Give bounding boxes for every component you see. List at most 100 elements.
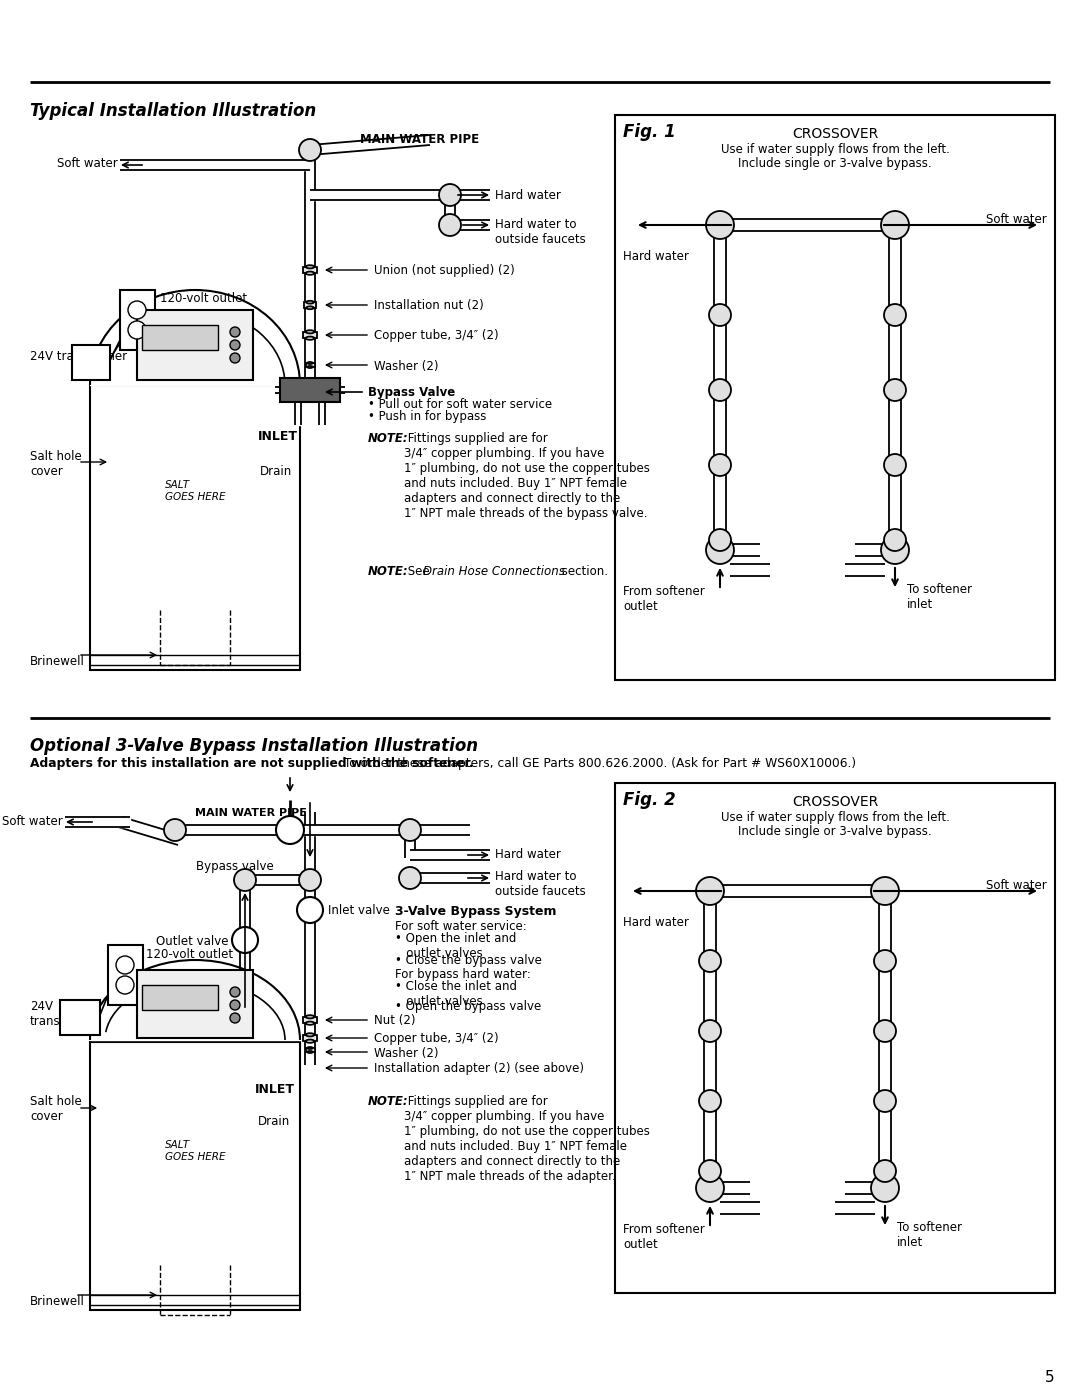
Circle shape [276, 816, 303, 844]
Circle shape [881, 536, 909, 564]
Bar [302, 332, 318, 338]
Text: Copper tube, 3/4″ (2): Copper tube, 3/4″ (2) [374, 1032, 499, 1045]
Ellipse shape [308, 362, 313, 365]
Circle shape [438, 184, 461, 205]
Bar [615, 115, 1055, 680]
Text: • Close the bypass valve: • Close the bypass valve [395, 954, 542, 967]
Circle shape [885, 305, 906, 326]
Bar [60, 1000, 100, 1035]
Text: Brinewell: Brinewell [30, 655, 85, 668]
Text: To softener
inlet: To softener inlet [907, 583, 972, 610]
Text: Soft water: Soft water [986, 879, 1047, 893]
Circle shape [232, 928, 258, 953]
Text: To order these adapters, call GE Parts 800.626.2000. (Ask for Part # WS60X10006.: To order these adapters, call GE Parts 8… [340, 757, 856, 770]
Ellipse shape [308, 1046, 313, 1049]
Bar [137, 970, 253, 1038]
Bar [280, 379, 340, 402]
Text: Union (not supplied) (2): Union (not supplied) (2) [374, 264, 515, 277]
Text: Use if water supply flows from the left.: Use if water supply flows from the left. [720, 142, 949, 156]
Circle shape [438, 214, 461, 236]
Bar [120, 291, 156, 351]
Ellipse shape [306, 1034, 314, 1037]
Text: 24V
transformer: 24V transformer [30, 1000, 100, 1028]
Text: For bypass hard water:: For bypass hard water: [395, 968, 530, 981]
Text: Outlet valve: Outlet valve [157, 935, 229, 949]
Text: 5: 5 [1045, 1370, 1055, 1384]
Circle shape [870, 1173, 899, 1201]
Bar [141, 985, 218, 1010]
Circle shape [696, 877, 724, 905]
Circle shape [230, 327, 240, 337]
Circle shape [874, 1090, 896, 1112]
Polygon shape [310, 136, 430, 155]
Circle shape [870, 877, 899, 905]
Text: Hard water to
outside faucets: Hard water to outside faucets [495, 218, 585, 246]
Text: Fig. 1: Fig. 1 [623, 123, 676, 141]
Text: Drain: Drain [258, 1115, 291, 1127]
Text: INLET: INLET [258, 430, 298, 443]
Ellipse shape [306, 1016, 314, 1018]
Text: From softener
outlet: From softener outlet [623, 1222, 705, 1250]
Circle shape [230, 353, 240, 363]
Circle shape [706, 211, 734, 239]
Bar [303, 302, 316, 307]
Circle shape [116, 977, 134, 995]
Text: Installation adapter (2) (see above): Installation adapter (2) (see above) [374, 1062, 584, 1076]
Circle shape [885, 454, 906, 476]
Text: INLET: INLET [255, 1083, 295, 1097]
Circle shape [874, 950, 896, 972]
Bar [306, 1048, 314, 1052]
Ellipse shape [306, 1021, 314, 1025]
Circle shape [874, 1020, 896, 1042]
Text: Copper tube, 3/4″ (2): Copper tube, 3/4″ (2) [374, 330, 499, 342]
Text: Bypass Valve: Bypass Valve [368, 386, 456, 400]
Text: Fig. 2: Fig. 2 [623, 791, 676, 809]
Bar [302, 1035, 318, 1041]
Circle shape [699, 1020, 721, 1042]
Text: NOTE:: NOTE: [368, 564, 408, 578]
Ellipse shape [308, 1051, 313, 1053]
Text: Inlet valve: Inlet valve [328, 904, 390, 916]
Text: Hard water to
outside faucets: Hard water to outside faucets [495, 870, 585, 898]
Circle shape [230, 339, 240, 351]
Ellipse shape [306, 265, 314, 268]
Text: Adapters for this installation are not supplied with the softener.: Adapters for this installation are not s… [30, 757, 474, 770]
Text: To softener
inlet: To softener inlet [897, 1221, 962, 1249]
Text: 24V transformer: 24V transformer [30, 351, 127, 363]
Text: Drain: Drain [260, 465, 292, 478]
Text: Fittings supplied are for
3/4″ copper plumbing. If you have
1″ plumbing, do not : Fittings supplied are for 3/4″ copper pl… [404, 1095, 650, 1183]
Text: • Push in for bypass: • Push in for bypass [368, 409, 486, 423]
Ellipse shape [306, 330, 314, 334]
Bar [108, 944, 143, 1004]
Circle shape [696, 1173, 724, 1201]
Text: CROSSOVER: CROSSOVER [792, 127, 878, 141]
Circle shape [706, 536, 734, 564]
Circle shape [708, 454, 731, 476]
Text: CROSSOVER: CROSSOVER [792, 795, 878, 809]
Circle shape [399, 819, 421, 841]
Circle shape [708, 305, 731, 326]
Text: Optional 3-Valve Bypass Installation Illustration: Optional 3-Valve Bypass Installation Ill… [30, 738, 478, 754]
Circle shape [708, 529, 731, 550]
Text: section.: section. [558, 564, 608, 578]
Text: Include single or 3-valve bypass.: Include single or 3-valve bypass. [739, 826, 932, 838]
Text: Salt hole
cover: Salt hole cover [30, 1095, 82, 1123]
Text: Use if water supply flows from the left.: Use if water supply flows from the left. [720, 812, 949, 824]
Text: SALT
GOES HERE: SALT GOES HERE [165, 1140, 226, 1161]
Circle shape [885, 379, 906, 401]
Text: • Close the inlet and
   outlet valves: • Close the inlet and outlet valves [395, 981, 517, 1009]
Circle shape [708, 379, 731, 401]
Text: Washer (2): Washer (2) [374, 1046, 438, 1060]
Text: Salt hole
cover: Salt hole cover [30, 450, 82, 478]
Text: Soft water: Soft water [2, 814, 63, 828]
Text: Hard water: Hard water [623, 916, 689, 929]
Text: NOTE:: NOTE: [368, 432, 408, 446]
Circle shape [164, 819, 186, 841]
Bar [302, 1017, 318, 1023]
Circle shape [885, 529, 906, 550]
Circle shape [699, 1160, 721, 1182]
Text: Include single or 3-valve bypass.: Include single or 3-valve bypass. [739, 156, 932, 170]
Text: MAIN WATER PIPE: MAIN WATER PIPE [360, 133, 480, 147]
Circle shape [129, 321, 146, 339]
Text: 3-Valve Bypass System: 3-Valve Bypass System [395, 905, 556, 918]
